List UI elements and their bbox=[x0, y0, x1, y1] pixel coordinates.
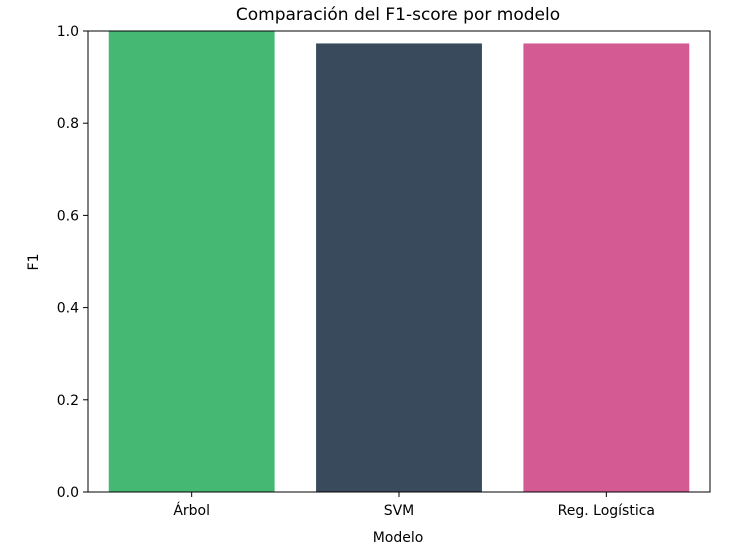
y-tick-label: 0.4 bbox=[57, 301, 79, 317]
x-axis-label: Modelo bbox=[373, 530, 424, 546]
y-tick-label: 0.2 bbox=[57, 393, 79, 409]
y-tick-label: 0.0 bbox=[57, 485, 79, 501]
y-tick-label: 0.6 bbox=[57, 208, 79, 224]
bar-2 bbox=[523, 43, 690, 493]
x-tick-label: Reg. Logística bbox=[558, 503, 655, 519]
x-tick-label: Árbol bbox=[173, 502, 210, 519]
bar-1 bbox=[316, 43, 482, 493]
x-tick-label: SVM bbox=[384, 503, 415, 519]
y-axis-label: F1 bbox=[26, 254, 42, 271]
y-tick-label: 0.8 bbox=[57, 116, 79, 132]
chart-title: Comparación del F1-score por modelo bbox=[236, 5, 560, 25]
plot-frame bbox=[87, 30, 711, 493]
y-tick-label: 1.0 bbox=[57, 24, 79, 40]
bar-0 bbox=[108, 31, 275, 492]
